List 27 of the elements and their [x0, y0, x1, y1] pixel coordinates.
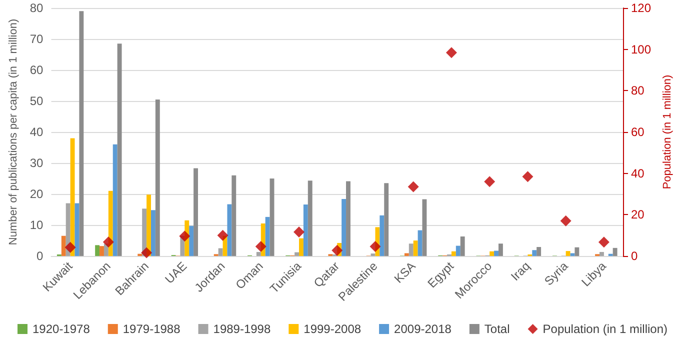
y2-axis-title: Population (in 1 million) — [661, 74, 674, 190]
legend-label: 1989-1998 — [213, 322, 271, 336]
y2-tick-label: 120 — [631, 1, 652, 15]
legend-label: Total — [484, 322, 510, 336]
y2-tick-label: 80 — [631, 84, 645, 98]
legend-label: 2009-2018 — [394, 322, 452, 336]
y2-tick-label: 40 — [631, 166, 645, 180]
y-tick-label: 80 — [30, 1, 44, 15]
y2-tick-label: 100 — [631, 42, 652, 56]
y-axis-title: Number of publications per capita (in 1 million) — [8, 18, 20, 246]
y2-tick-label: 20 — [631, 208, 645, 222]
y2-tick-label: 0 — [631, 249, 638, 263]
y-tick-label: 30 — [30, 156, 44, 170]
legend-label: Population (in 1 million) — [542, 322, 668, 336]
y-tick-label: 70 — [30, 32, 44, 46]
y-tick-label: 50 — [30, 94, 44, 108]
y2-tick-label: 60 — [631, 125, 645, 139]
y-tick-label: 10 — [30, 218, 44, 232]
legend-label: 1920-1978 — [32, 322, 90, 336]
y-tick-label: 0 — [36, 249, 44, 263]
y-tick-label: 40 — [30, 125, 44, 139]
x-tick-label: KSA — [391, 259, 418, 286]
y-tick-label: 60 — [30, 63, 44, 77]
x-tick-label: Iraq — [508, 259, 533, 284]
legend-label: 1999-2008 — [304, 322, 362, 336]
y-tick-label: 20 — [30, 187, 44, 201]
legend-label: 1979-1988 — [122, 322, 181, 336]
